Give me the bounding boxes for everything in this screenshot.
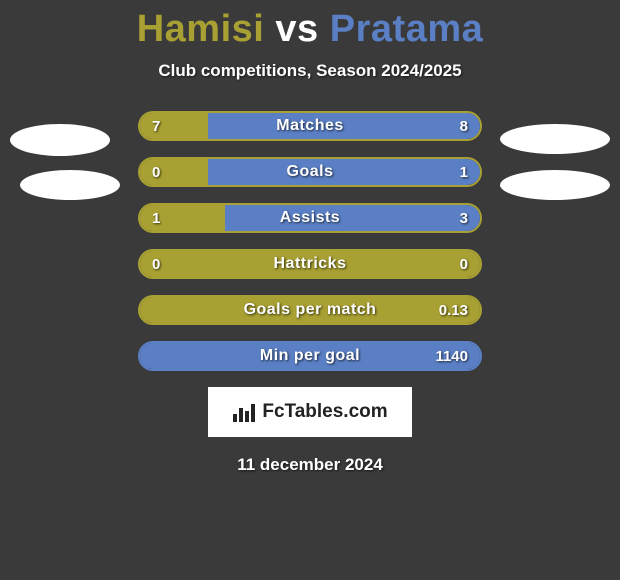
player1-country-flag: [20, 170, 120, 200]
player1-name: Hamisi: [137, 8, 265, 50]
date-text: 11 december 2024: [0, 455, 620, 475]
stat-row: 0.13Goals per match: [138, 295, 482, 325]
source-badge-text: FcTables.com: [262, 401, 387, 423]
player2-country-flag: [500, 170, 610, 200]
stat-row: 13Assists: [138, 203, 482, 233]
stat-label: Assists: [140, 205, 480, 231]
stat-label: Hattricks: [140, 251, 480, 277]
chart-bars-icon: [232, 402, 256, 422]
player1-club-logo: [10, 124, 110, 156]
stat-row: 00Hattricks: [138, 249, 482, 279]
vs-text: vs: [275, 8, 318, 50]
subtitle: Club competitions, Season 2024/2025: [0, 61, 620, 81]
source-badge[interactable]: FcTables.com: [208, 387, 412, 437]
stat-row: 01Goals: [138, 157, 482, 187]
stat-label: Matches: [140, 113, 480, 139]
stats-area: 78Matches 01Goals 13Assists 00Hattricks 0.13…: [0, 111, 620, 371]
stat-bars-container: 78Matches 01Goals 13Assists 00Hattricks 0.13…: [138, 111, 482, 371]
stat-label: Min per goal: [140, 343, 480, 369]
stat-row: 1140Min per goal: [138, 341, 482, 371]
stat-label: Goals: [140, 159, 480, 185]
player2-club-logo: [500, 124, 610, 154]
comparison-title: Hamisi vs Pratama: [0, 0, 620, 51]
player2-name: Pratama: [330, 8, 483, 50]
stat-label: Goals per match: [140, 297, 480, 323]
stat-row: 78Matches: [138, 111, 482, 141]
